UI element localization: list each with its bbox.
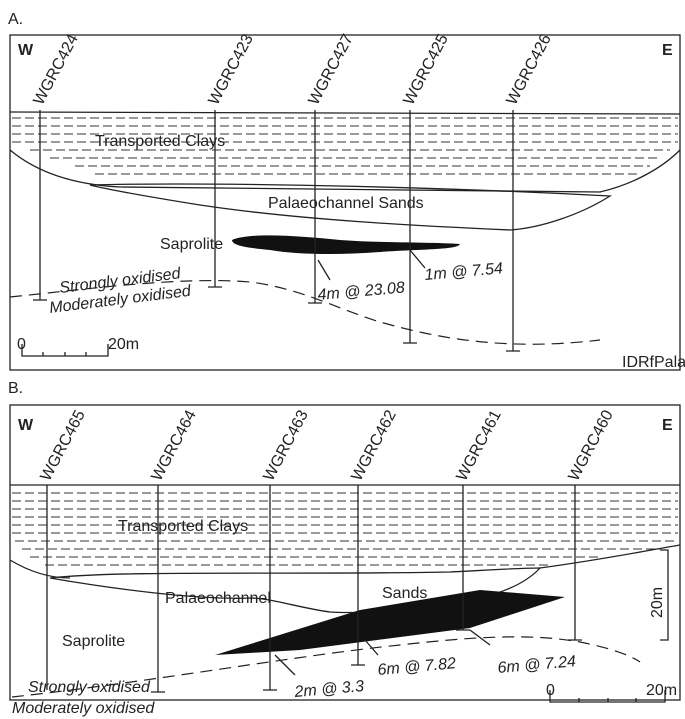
frame — [9, 404, 681, 701]
unit-label: Saprolite — [62, 633, 125, 650]
hole-label: WGRC465 — [38, 408, 89, 484]
panel-label: A. — [8, 11, 23, 28]
leaders — [317, 249, 426, 281]
intercept: 4m @ 23.08 — [317, 279, 406, 304]
vertical-scale-label: 20m — [649, 587, 666, 618]
drillholes — [46, 485, 582, 693]
scale-zero: 0 — [546, 682, 555, 699]
unit-label: Saprolite — [160, 236, 223, 253]
oxidation-boundary — [9, 279, 601, 345]
oxidation-label: Strongly oxidised — [28, 679, 151, 696]
unit-label: Palaeochannel Sands — [268, 195, 424, 212]
drillholes — [33, 110, 520, 352]
intercept: 6m @ 7.24 — [497, 653, 577, 677]
hole-label: WGRC461 — [454, 408, 505, 484]
unit-label: Transported Clays — [118, 518, 248, 535]
ore-lens — [232, 235, 460, 255]
clay-base — [9, 544, 681, 579]
hole-label: WGRC462 — [349, 408, 400, 484]
oxidation-label: Moderately oxidised — [12, 700, 155, 717]
unit-label: Transported Clays — [95, 133, 225, 150]
sands-body — [89, 183, 613, 231]
hole-label: WGRC427 — [306, 32, 357, 108]
hole-label: WGRC464 — [149, 408, 200, 484]
panel-label: B. — [8, 380, 23, 397]
hole-label: WGRC423 — [206, 32, 257, 108]
east: E — [662, 417, 673, 434]
hole-label: WGRC424 — [31, 32, 82, 108]
intercept: 1m @ 7.54 — [424, 260, 504, 284]
intercept: 6m @ 7.82 — [377, 655, 457, 679]
hole-label: WGRC425 — [401, 32, 452, 108]
west: W — [18, 417, 34, 434]
scale-bar — [549, 690, 666, 703]
east: E — [662, 42, 673, 59]
frame — [9, 34, 681, 371]
intercept: 2m @ 3.3 — [293, 678, 365, 701]
vertical-scale — [660, 549, 669, 641]
clay-dashes — [12, 492, 678, 566]
leaders — [274, 629, 491, 676]
panel-a: A. W E WGRC424 WGRC423 WGRC427 WGRC425 W… — [8, 11, 685, 371]
unit-label: Palaeochannel — [165, 590, 271, 607]
hole-label: WGRC460 — [566, 408, 617, 484]
scale-bar — [21, 344, 109, 357]
panel-b: B. W E WGRC465 WGRC464 WGRC463 WGRC462 W… — [8, 380, 681, 717]
scale-zero: 0 — [17, 336, 26, 353]
surface — [9, 111, 681, 115]
clay-dashes — [12, 117, 678, 175]
hole-label: WGRC463 — [261, 408, 312, 484]
hole-label: WGRC426 — [504, 32, 555, 108]
oxidation-boundary — [11, 636, 641, 698]
scale-length: 20m — [646, 682, 677, 699]
west: W — [18, 42, 34, 59]
ore-body — [215, 590, 565, 655]
unit-label: Sands — [382, 585, 427, 602]
figure-code: IDRfPalaeo3 — [622, 354, 685, 371]
scale-length: 20m — [108, 336, 139, 353]
